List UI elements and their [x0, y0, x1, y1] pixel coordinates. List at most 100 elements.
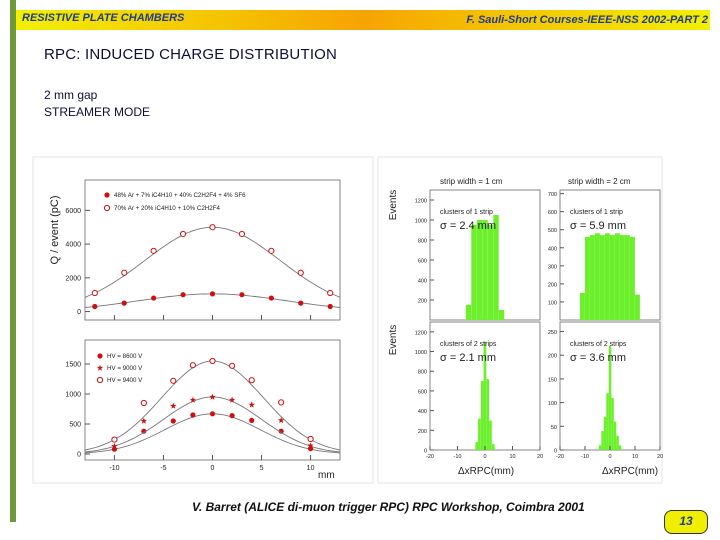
histogram-bar: [608, 345, 612, 450]
lower-data-point: [209, 411, 216, 417]
upper-legend-entry: 70% Ar + 20% iC4H10 + 10% C2H2F4: [114, 205, 220, 212]
histogram-bar: [611, 397, 614, 450]
header-right-credit: F. Sauli-Short Courses-IEEE-NSS 2002-PAR…: [466, 14, 708, 26]
lower-legend-marker: [96, 364, 104, 371]
histogram-y-tick-label: 600: [548, 210, 557, 216]
upper-y-tick-label: 6000: [65, 208, 81, 215]
lower-y-tick-label: 500: [69, 422, 81, 429]
subtitle-mode: STREAMER MODE: [44, 105, 151, 119]
upper-data-point: [327, 289, 334, 297]
lower-data-point: [248, 401, 255, 408]
upper-data-point: [327, 303, 333, 310]
lower-y-tick-label: 1000: [65, 392, 81, 399]
histogram-panel-title: strip width = 2 cm: [568, 177, 631, 186]
histogram-sigma-label: σ = 5.9 mm: [570, 220, 626, 232]
histogram-y-tick-label: 1000: [415, 219, 427, 225]
histogram-y-tick-label: 200: [418, 429, 427, 435]
histogram-bar: [498, 310, 505, 320]
histogram-y-tick-label: 50: [551, 425, 557, 431]
histogram-y-tick-label: 800: [418, 370, 427, 376]
lower-data-point: [307, 442, 314, 449]
lower-legend-entry: HV = 9400 V: [107, 377, 143, 384]
histogram-y-tick-label: 0: [424, 449, 427, 455]
histogram-bar: [491, 444, 495, 450]
lower-legend-marker: [97, 353, 103, 359]
lower-data-point: [170, 402, 177, 409]
lower-data-point: [278, 428, 284, 434]
histogram-y-tick-label: 100: [548, 401, 557, 407]
histogram-bar: [600, 235, 605, 320]
histogram-bar: [580, 292, 585, 320]
upper-data-point: [298, 300, 304, 306]
upper-data-point: [268, 295, 274, 301]
histogram-bar: [465, 305, 472, 320]
y-axis-label: Q / event (pC): [49, 195, 61, 264]
histogram-bar: [486, 379, 490, 450]
histogram-y-label-bottom: Events: [388, 325, 399, 356]
histogram-y-tick-label: 600: [418, 259, 427, 265]
histogram-x-tick-label: 0: [608, 454, 611, 460]
histogram-y-tick-label: 400: [418, 279, 427, 285]
histogram-bar: [493, 215, 499, 320]
x-tick-label: 5: [260, 465, 264, 472]
histogram-y-tick-label: 200: [418, 299, 427, 305]
histogram-x-tick-label: -10: [581, 454, 589, 460]
histogram-bar: [471, 225, 477, 320]
histogram-bar: [615, 233, 620, 320]
upper-data-point: [297, 269, 304, 276]
histogram-bar: [625, 235, 630, 320]
upper-data-point: [121, 269, 128, 276]
upper-data-point: [91, 289, 98, 297]
slide-title: RPC: INDUCED CHARGE DISTRIBUTION: [44, 46, 338, 63]
histogram-bar: [478, 418, 481, 450]
upper-data-point: [239, 292, 245, 298]
lower-legend-marker: [96, 376, 104, 384]
histogram-y-tick-label: 0: [554, 449, 557, 455]
histogram-bar: [605, 233, 610, 320]
lower-data-point: [278, 399, 285, 406]
histogram-y-tick-label: 200: [548, 282, 557, 288]
upper-data-point: [151, 295, 157, 301]
histogram-bar: [489, 420, 492, 450]
histogram-panel-title: strip width = 1 cm: [440, 177, 503, 186]
lower-data-point: [189, 362, 196, 369]
histogram-cluster-label: clusters of 2 strips: [570, 341, 627, 348]
histogram-bar: [480, 381, 484, 450]
lower-data-point: [209, 393, 216, 400]
histogram-y-tick-label: 1200: [415, 330, 427, 336]
lower-data-point: [229, 362, 236, 369]
histogram-y-tick-label: 1000: [415, 350, 427, 356]
histogram-x-tick-label: 10: [632, 454, 638, 460]
lower-data-point: [190, 412, 196, 418]
upper-legend-marker: [103, 204, 111, 212]
histogram-y-tick-label: 800: [418, 239, 427, 245]
histogram-bar: [606, 393, 609, 450]
histogram-cluster-label: clusters of 2 strips: [440, 341, 497, 348]
left-accent-bar: [10, 0, 16, 522]
histogram-y-tick-label: 700: [548, 192, 557, 198]
lower-data-point: [209, 357, 216, 365]
upper-data-point: [209, 224, 216, 231]
histogram-bar: [603, 416, 607, 450]
histogram-bar: [601, 431, 604, 450]
x-tick-label: -5: [160, 465, 166, 472]
histogram-bar: [618, 445, 622, 450]
histogram-bar: [476, 220, 483, 320]
histogram-bar: [595, 233, 600, 320]
histogram-cluster-label: clusters of 1 strip: [440, 209, 493, 216]
page-number-badge: 13: [664, 510, 708, 534]
x-axis-label: mm: [318, 470, 335, 481]
histogram-bar: [482, 220, 488, 320]
histogram-y-tick-label: 400: [418, 409, 427, 415]
histogram-bar: [598, 445, 602, 450]
lower-data-point: [170, 377, 177, 384]
histogram-x-tick-label: -10: [454, 454, 462, 460]
upper-data-point: [150, 247, 157, 254]
upper-y-tick-label: 4000: [65, 242, 81, 249]
histogram-cluster-label: clusters of 1 strip: [570, 209, 623, 216]
x-tick-label: 10: [307, 465, 315, 472]
footer-citation: V. Barret (ALICE di-muon trigger RPC) RP…: [192, 500, 585, 514]
histogram-y-tick-label: 200: [548, 354, 557, 360]
lower-y-tick-label: 0: [77, 452, 81, 459]
